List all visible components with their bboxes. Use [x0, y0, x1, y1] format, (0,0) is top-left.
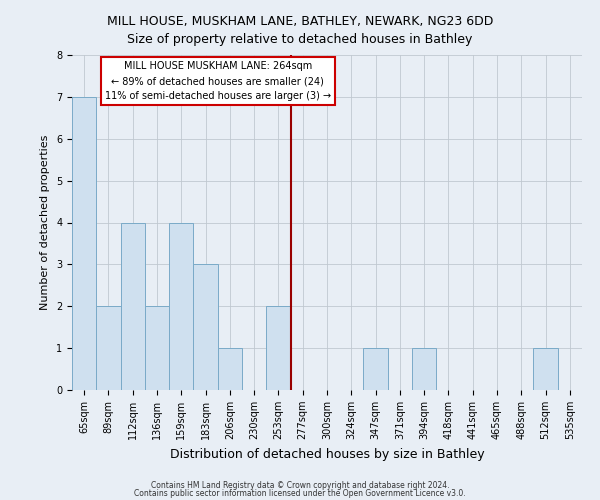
Bar: [266, 306, 290, 390]
Bar: [72, 97, 96, 390]
Text: Contains public sector information licensed under the Open Government Licence v3: Contains public sector information licen…: [134, 489, 466, 498]
Bar: [218, 348, 242, 390]
Bar: [533, 348, 558, 390]
Bar: [169, 222, 193, 390]
Text: Contains HM Land Registry data © Crown copyright and database right 2024.: Contains HM Land Registry data © Crown c…: [151, 480, 449, 490]
Y-axis label: Number of detached properties: Number of detached properties: [40, 135, 50, 310]
Text: MILL HOUSE, MUSKHAM LANE, BATHLEY, NEWARK, NG23 6DD: MILL HOUSE, MUSKHAM LANE, BATHLEY, NEWAR…: [107, 15, 493, 28]
Bar: [412, 348, 436, 390]
Bar: [145, 306, 169, 390]
Bar: [364, 348, 388, 390]
Bar: [121, 222, 145, 390]
Text: Size of property relative to detached houses in Bathley: Size of property relative to detached ho…: [127, 32, 473, 46]
X-axis label: Distribution of detached houses by size in Bathley: Distribution of detached houses by size …: [170, 448, 484, 460]
Text: MILL HOUSE MUSKHAM LANE: 264sqm
← 89% of detached houses are smaller (24)
11% of: MILL HOUSE MUSKHAM LANE: 264sqm ← 89% of…: [104, 62, 331, 101]
Bar: [96, 306, 121, 390]
Bar: [193, 264, 218, 390]
